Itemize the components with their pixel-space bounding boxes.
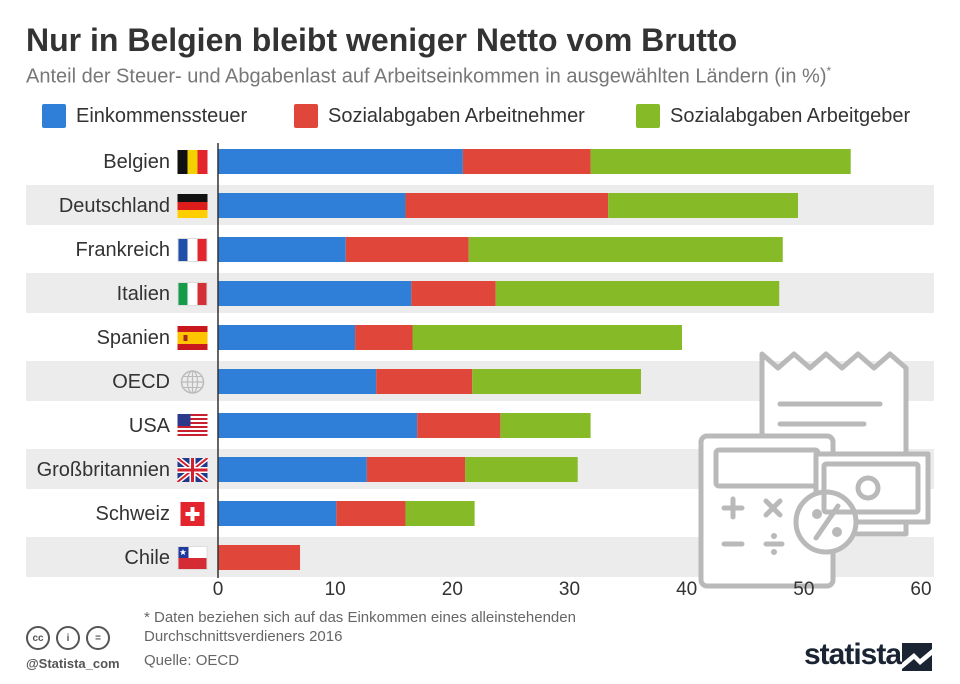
no-derivatives-icon[interactable]: =	[86, 626, 110, 650]
legend-item-employee-social: Sozialabgaben Arbeitnehmer	[294, 104, 585, 128]
source-note: Quelle: OECD	[144, 652, 240, 669]
bar-schweiz-sozialabgaben-arbeitgeber	[405, 501, 475, 526]
statista-logo-icon[interactable]	[902, 643, 932, 671]
category-label-spanien: Spanien	[96, 327, 170, 349]
legend-item-employer-social: Sozialabgaben Arbeitgeber	[636, 104, 910, 128]
category-label-deutschland: Deutschland	[58, 195, 170, 217]
bar-frankreich-sozialabgaben-arbeitgeber	[468, 237, 783, 262]
cc-license-icon[interactable]: cc	[26, 626, 50, 650]
legend-swatch-income-tax	[42, 104, 66, 128]
tax-calculator-illustration	[698, 351, 931, 589]
chart-title: Nur in Belgien bleibt weniger Netto vom …	[26, 22, 738, 58]
x-tick-label: 10	[324, 579, 346, 600]
category-label-chile: Chile	[124, 547, 170, 569]
subtitle-footnote-mark: *	[826, 64, 832, 78]
bar-belgien-sozialabgaben-arbeitgeber	[590, 149, 851, 174]
subtitle-text: Anteil der Steuer- und Abgabenlast auf A…	[26, 65, 827, 88]
bar-spanien-sozialabgaben-arbeitgeber	[412, 325, 682, 350]
bar-spanien-sozialabgaben-arbeitnehmer	[355, 325, 413, 350]
category-label-frankreich: Frankreich	[75, 239, 170, 261]
bar-grossbritannien-sozialabgaben-arbeitnehmer	[366, 457, 466, 482]
legend-swatch-employer-social	[636, 104, 660, 128]
bar-schweiz-sozialabgaben-arbeitnehmer	[336, 501, 406, 526]
legend-label-employer-social: Sozialabgaben Arbeitgeber	[670, 104, 911, 127]
flag-usa-icon	[177, 414, 208, 438]
bar-usa-sozialabgaben-arbeitnehmer	[417, 413, 501, 438]
bar-chile-sozialabgaben-arbeitnehmer	[218, 545, 301, 570]
bar-frankreich-einkommenssteuer	[218, 237, 346, 262]
bar-oecd-sozialabgaben-arbeitnehmer	[376, 369, 473, 394]
bar-usa-einkommenssteuer	[218, 413, 418, 438]
flag-spain-icon	[177, 326, 208, 350]
flag-belgium-icon	[177, 150, 208, 174]
bar-italien-einkommenssteuer	[218, 281, 412, 306]
category-label-italien: Italien	[116, 283, 170, 305]
bar-schweiz-einkommenssteuer	[218, 501, 337, 526]
bar-belgien-einkommenssteuer	[218, 149, 463, 174]
statista-handle[interactable]: @Statista_com	[26, 656, 120, 671]
category-label-grossbritannien: Großbritannien	[36, 459, 170, 481]
legend-swatch-employee-social	[294, 104, 318, 128]
bar-oecd-einkommenssteuer	[218, 369, 377, 394]
bar-grossbritannien-einkommenssteuer	[218, 457, 367, 482]
flag-germany-icon	[177, 194, 208, 218]
category-label-schweiz: Schweiz	[95, 503, 170, 525]
legend-label-employee-social: Sozialabgaben Arbeitnehmer	[328, 104, 585, 127]
bar-deutschland-sozialabgaben-arbeitgeber	[608, 193, 798, 218]
flag-chile-icon	[177, 546, 208, 570]
attribution-icon[interactable]: i	[56, 626, 80, 650]
bar-belgien-sozialabgaben-arbeitnehmer	[462, 149, 591, 174]
bar-oecd-sozialabgaben-arbeitgeber	[472, 369, 641, 394]
category-label-oecd: OECD	[112, 371, 170, 393]
x-tick-label: 30	[558, 579, 581, 600]
bar-grossbritannien-sozialabgaben-arbeitgeber	[465, 457, 578, 482]
x-tick-label: 20	[441, 579, 463, 600]
bar-spanien-einkommenssteuer	[218, 325, 356, 350]
legend-label-income-tax: Einkommenssteuer	[76, 104, 248, 127]
flag-switzerland-icon	[180, 502, 205, 526]
bar-deutschland-sozialabgaben-arbeitnehmer	[405, 193, 609, 218]
bar-frankreich-sozialabgaben-arbeitnehmer	[345, 237, 469, 262]
x-tick-label: 60	[910, 579, 932, 600]
globe-icon	[180, 370, 205, 394]
x-tick-label: 40	[676, 579, 698, 600]
x-tick-label: 0	[212, 579, 224, 600]
license-icons: cc i =	[26, 626, 110, 650]
statista-logo-text[interactable]: statista	[804, 638, 902, 671]
flag-uk-icon	[177, 458, 208, 482]
category-label-belgien: Belgien	[103, 151, 170, 173]
chart-subtitle: Anteil der Steuer- und Abgabenlast auf A…	[26, 64, 831, 89]
bar-italien-sozialabgaben-arbeitnehmer	[411, 281, 496, 306]
category-label-usa: USA	[128, 415, 170, 437]
footnote: * Daten beziehen sich auf das Einkommen …	[144, 609, 576, 645]
flag-italy-icon	[177, 282, 208, 306]
x-tick-label: 50	[793, 579, 815, 600]
bar-italien-sozialabgaben-arbeitgeber	[495, 281, 780, 306]
legend-item-income-tax: Einkommenssteuer	[42, 104, 247, 128]
bar-deutschland-einkommenssteuer	[218, 193, 406, 218]
bar-usa-sozialabgaben-arbeitgeber	[500, 413, 591, 438]
flag-france-icon	[177, 238, 208, 262]
